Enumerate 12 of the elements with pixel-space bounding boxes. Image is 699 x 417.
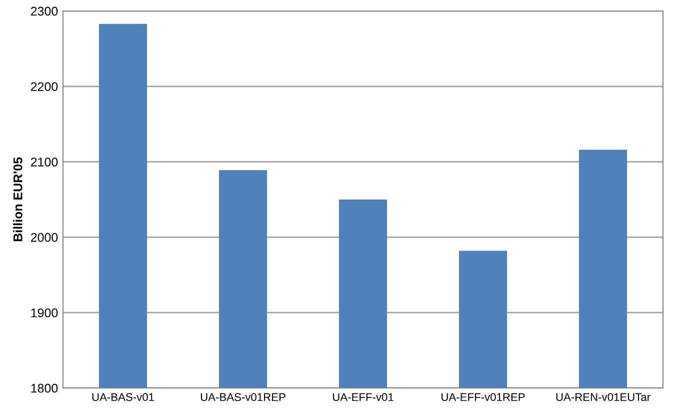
y-tick-label: 1800 xyxy=(31,384,58,393)
y-tick-label: 2100 xyxy=(30,158,58,166)
x-tick-label: UA-BAS-v01 xyxy=(92,393,154,402)
x-tick-label: UA-EFF-v01REP xyxy=(442,393,525,402)
y-tick-label: 2300 xyxy=(30,6,58,16)
y-tick-label: 2000 xyxy=(30,233,58,242)
y-axis-title: Billion EUR'05 xyxy=(13,157,22,242)
y-tick-label: 2200 xyxy=(30,82,58,92)
x-tick-label: UA-BAS-v01REP xyxy=(200,393,286,402)
y-tick-label: 1900 xyxy=(31,308,58,318)
x-tick-label: UA-EFF-v01 xyxy=(332,393,394,402)
x-tick-label: UA-REN-v01EUTar xyxy=(556,393,650,402)
